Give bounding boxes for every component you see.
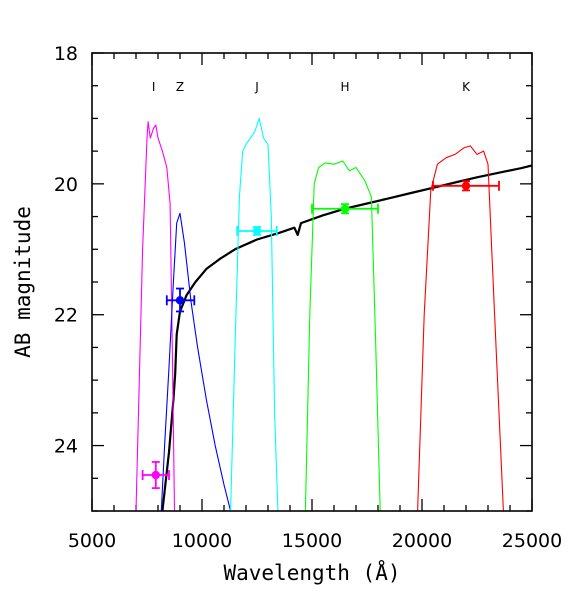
band-label: I	[152, 80, 156, 94]
filter-H-line	[304, 160, 381, 511]
y-tick-label: 18	[54, 43, 78, 65]
y-tick-label: 24	[54, 436, 78, 458]
labels: 5000 10000 15000 20000 25000 18 20 22 24 I Z J H K	[54, 43, 562, 552]
y-axis-label: AB magnitude	[11, 206, 35, 358]
point-Z	[165, 287, 196, 313]
point-K	[432, 180, 500, 192]
filter-Z-line	[160, 212, 232, 511]
series-layer	[135, 117, 532, 511]
band-label: H	[340, 80, 349, 94]
x-tick-label: 20000	[392, 530, 452, 552]
band-label: K	[462, 80, 471, 94]
point-marker	[151, 470, 160, 480]
point-I	[141, 461, 170, 490]
point-J	[236, 225, 278, 236]
plot-frame	[91, 52, 533, 512]
point-marker	[340, 204, 350, 213]
point-marker	[175, 296, 185, 305]
model-spectrum-line	[161, 164, 532, 511]
point-H	[311, 203, 379, 215]
band-label: Z	[176, 80, 184, 94]
x-axis-label: Wavelength (Å)	[223, 559, 400, 585]
y-tick-label: 20	[54, 174, 78, 196]
photometry-points	[141, 180, 500, 490]
y-tick-label: 22	[54, 305, 78, 327]
x-tick-label: 15000	[282, 530, 342, 552]
band-label: J	[254, 80, 259, 94]
filter-I-line	[135, 121, 176, 511]
x-tick-label: 10000	[172, 530, 232, 552]
point-marker	[461, 181, 471, 191]
filter-K-line	[417, 145, 504, 511]
tick-marks	[91, 52, 533, 512]
filter-J-line	[230, 117, 279, 511]
x-tick-label: 5000	[68, 530, 116, 552]
x-tick-label: 25000	[502, 530, 562, 552]
point-marker	[252, 226, 262, 236]
